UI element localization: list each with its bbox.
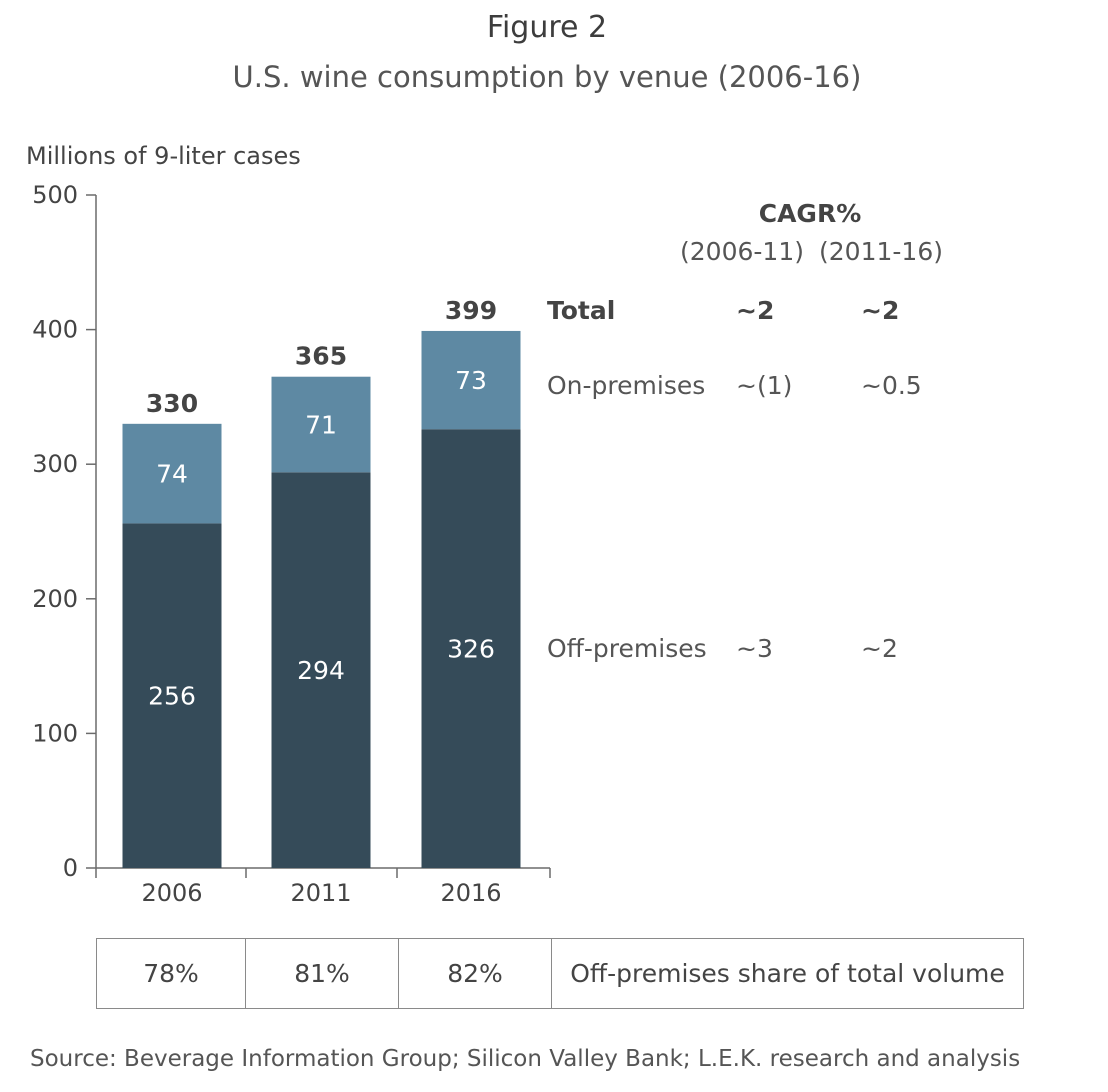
y-tick-label: 100 — [32, 719, 78, 747]
bar-total-label: 399 — [445, 296, 497, 325]
y-tick-label: 400 — [32, 316, 78, 344]
bar-total-label: 365 — [295, 342, 347, 371]
cagr-row-total-label: Total — [547, 296, 615, 325]
cagr-row-total-c1: ~2 — [736, 296, 774, 325]
bars: 256 74 330 294 71 365 326 73 399 — [122, 296, 521, 868]
bar-value-label: 256 — [148, 682, 196, 711]
x-tick-label: 2011 — [290, 879, 351, 907]
source-note: Source: Beverage Information Group; Sili… — [30, 1046, 1021, 1072]
y-axis-label: Millions of 9-liter cases — [26, 142, 301, 170]
bar-value-label: 326 — [447, 635, 495, 664]
bar-off-premises-2006 — [122, 523, 222, 868]
stacked-bar-chart: Millions of 9-liter cases 0 100 200 300 400 5… — [26, 142, 943, 907]
bar-value-label: 294 — [297, 656, 345, 685]
bar-off-premises-2011 — [271, 472, 371, 868]
cagr-row-off-c2: ~2 — [861, 634, 898, 663]
bar-total-label: 330 — [146, 389, 198, 418]
cagr-row-off-label: Off-premises — [547, 634, 707, 663]
y-tick-label: 0 — [63, 854, 78, 882]
cagr-row-on-c1: ~(1) — [736, 371, 792, 400]
cagr-col1-header: (2006-11) — [680, 237, 804, 266]
share-row-label: Off-premises share of total volume — [570, 959, 1005, 988]
bar-off-premises-2016 — [421, 429, 521, 868]
cagr-table: CAGR% (2006-11) (2011-16) Total ~2 ~2 On… — [547, 199, 943, 663]
bar-value-label: 74 — [156, 460, 188, 489]
y-tick-label: 300 — [32, 450, 78, 478]
cagr-col2-header: (2011-16) — [819, 237, 943, 266]
cagr-title: CAGR% — [759, 199, 862, 228]
x-tick-label: 2006 — [141, 879, 202, 907]
cagr-row-total-c2: ~2 — [861, 296, 899, 325]
y-tick-label: 200 — [32, 585, 78, 613]
bar-value-label: 71 — [305, 410, 337, 439]
cagr-row-on-c2: ~0.5 — [861, 371, 922, 400]
x-tick-label: 2016 — [440, 879, 501, 907]
share-row: 78% 81% 82% Off-premises share of total … — [96, 938, 1024, 1009]
share-cell-2006: 78% — [97, 939, 246, 1008]
bar-on-premises-2016 — [421, 330, 521, 430]
bar-on-premises-2011 — [271, 376, 371, 473]
share-cell-2016: 82% — [399, 939, 552, 1008]
share-cell-2011: 81% — [246, 939, 399, 1008]
cagr-row-on-label: On-premises — [547, 371, 705, 400]
bar-value-label: 73 — [455, 366, 487, 395]
figure-label: Figure 2 — [486, 10, 608, 45]
bar-on-premises-2006 — [122, 423, 222, 524]
y-tick-label: 500 — [32, 181, 78, 209]
cagr-row-off-c1: ~3 — [736, 634, 773, 663]
chart-title: U.S. wine consumption by venue (2006-16) — [232, 60, 862, 94]
